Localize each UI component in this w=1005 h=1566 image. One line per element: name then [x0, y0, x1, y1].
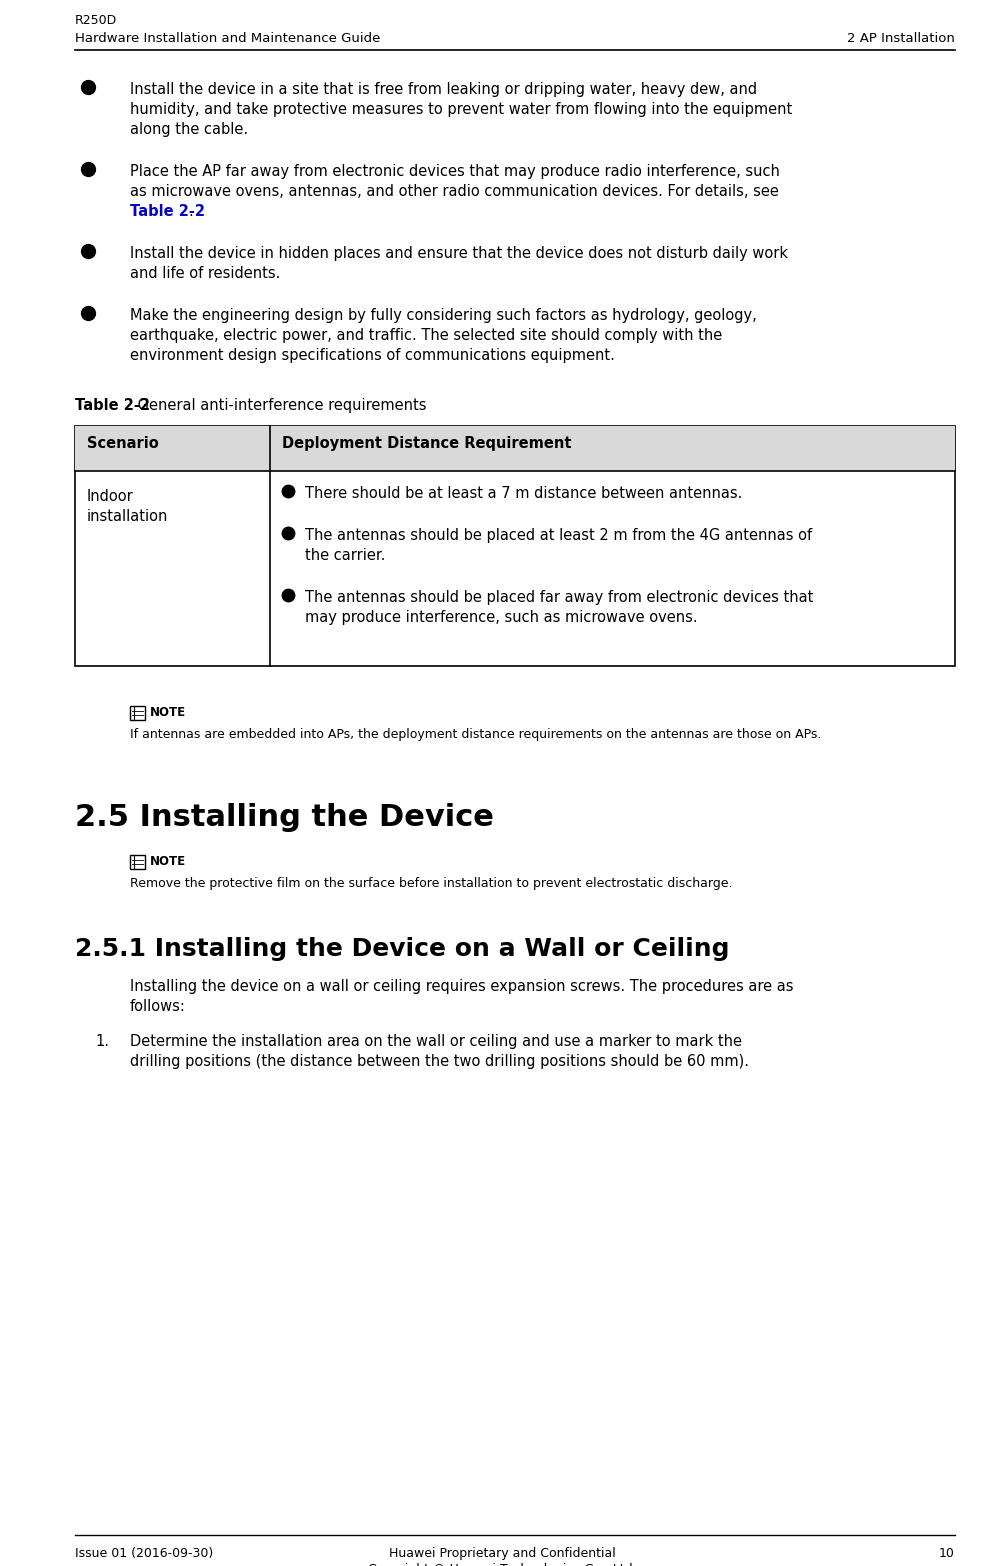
Text: Make the engineering design by fully considering such factors as hydrology, geol: Make the engineering design by fully con… — [130, 309, 757, 323]
Text: drilling positions (the distance between the two drilling positions should be 60: drilling positions (the distance between… — [130, 1054, 749, 1070]
Text: Table 2-2: Table 2-2 — [130, 204, 205, 219]
Text: If antennas are embedded into APs, the deployment distance requirements on the a: If antennas are embedded into APs, the d… — [130, 728, 821, 741]
Text: follows:: follows: — [130, 999, 186, 1015]
Text: 2.5 Installing the Device: 2.5 Installing the Device — [75, 803, 493, 832]
Bar — [75, 426, 955, 471]
Text: installation: installation — [87, 509, 169, 525]
Text: Installing the device on a wall or ceiling requires expansion screws. The proced: Installing the device on a wall or ceili… — [130, 979, 794, 994]
Bar — [130, 706, 146, 720]
Text: Install the device in hidden places and ensure that the device does not disturb : Install the device in hidden places and … — [130, 246, 788, 262]
Text: .: . — [188, 204, 193, 219]
Text: Deployment Distance Requirement: Deployment Distance Requirement — [282, 435, 572, 451]
Text: the carrier.: the carrier. — [305, 548, 385, 564]
Text: R250D: R250D — [75, 14, 118, 27]
Text: The antennas should be placed far away from electronic devices that: The antennas should be placed far away f… — [305, 590, 813, 604]
Text: Indoor: Indoor — [87, 489, 134, 504]
Text: earthquake, electric power, and traffic. The selected site should comply with th: earthquake, electric power, and traffic.… — [130, 327, 723, 343]
Text: 2 AP Installation: 2 AP Installation — [847, 31, 955, 45]
Text: The antennas should be placed at least 2 m from the 4G antennas of: The antennas should be placed at least 2… — [305, 528, 812, 543]
Text: Copyright © Huawei Technologies Co., Ltd.: Copyright © Huawei Technologies Co., Ltd… — [368, 1563, 636, 1566]
Text: General anti-interference requirements: General anti-interference requirements — [133, 398, 426, 413]
Text: Table 2-2: Table 2-2 — [75, 398, 150, 413]
Text: Determine the installation area on the wall or ceiling and use a marker to mark : Determine the installation area on the w… — [130, 1034, 742, 1049]
Text: There should be at least a 7 m distance between antennas.: There should be at least a 7 m distance … — [305, 485, 743, 501]
Bar — [75, 426, 955, 666]
Text: may produce interference, such as microwave ovens.: may produce interference, such as microw… — [305, 611, 697, 625]
Text: Install the device in a site that is free from leaking or dripping water, heavy : Install the device in a site that is fre… — [130, 81, 757, 97]
Text: and life of residents.: and life of residents. — [130, 266, 280, 280]
Bar — [130, 855, 146, 869]
Text: NOTE: NOTE — [150, 855, 186, 868]
Text: along the cable.: along the cable. — [130, 122, 248, 136]
Text: 10: 10 — [939, 1547, 955, 1560]
Text: environment design specifications of communications equipment.: environment design specifications of com… — [130, 348, 615, 363]
Text: Issue 01 (2016-09-30): Issue 01 (2016-09-30) — [75, 1547, 213, 1560]
Text: NOTE: NOTE — [150, 706, 186, 719]
Text: Remove the protective film on the surface before installation to prevent electro: Remove the protective film on the surfac… — [130, 877, 733, 889]
Text: Place the AP far away from electronic devices that may produce radio interferenc: Place the AP far away from electronic de… — [130, 164, 780, 179]
Text: Hardware Installation and Maintenance Guide: Hardware Installation and Maintenance Gu… — [75, 31, 380, 45]
Text: Scenario: Scenario — [87, 435, 159, 451]
Text: humidity, and take protective measures to prevent water from flowing into the eq: humidity, and take protective measures t… — [130, 102, 792, 117]
Text: 1.: 1. — [95, 1034, 109, 1049]
Text: Huawei Proprietary and Confidential: Huawei Proprietary and Confidential — [389, 1547, 615, 1560]
Text: 2.5.1 Installing the Device on a Wall or Ceiling: 2.5.1 Installing the Device on a Wall or… — [75, 936, 730, 962]
Text: as microwave ovens, antennas, and other radio communication devices. For details: as microwave ovens, antennas, and other … — [130, 183, 779, 199]
